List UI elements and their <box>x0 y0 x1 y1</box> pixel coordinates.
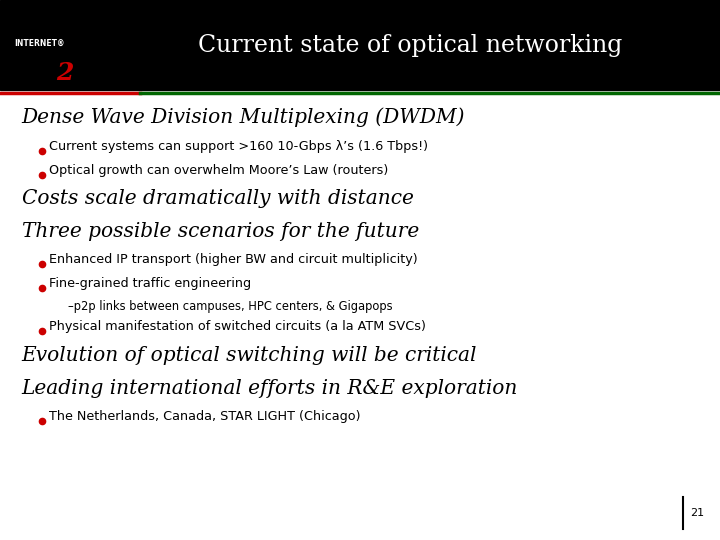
Text: 21: 21 <box>690 508 704 518</box>
Text: Fine-grained traffic engineering: Fine-grained traffic engineering <box>49 276 251 290</box>
Text: Current state of optical networking: Current state of optical networking <box>198 35 623 57</box>
Text: Dense Wave Division Multiplexing (DWDM): Dense Wave Division Multiplexing (DWDM) <box>22 107 465 127</box>
Text: Physical manifestation of switched circuits (a la ATM SVCs): Physical manifestation of switched circu… <box>49 320 426 333</box>
Text: Enhanced IP transport (higher BW and circuit multiplicity): Enhanced IP transport (higher BW and cir… <box>49 253 418 266</box>
Text: Leading international efforts in R&E exploration: Leading international efforts in R&E exp… <box>22 379 518 398</box>
Text: INTERNET®: INTERNET® <box>14 39 65 48</box>
Text: Evolution of optical switching will be critical: Evolution of optical switching will be c… <box>22 346 477 365</box>
Text: Optical growth can overwhelm Moore’s Law (routers): Optical growth can overwhelm Moore’s Law… <box>49 164 388 177</box>
Text: The Netherlands, Canada, STAR LIGHT (Chicago): The Netherlands, Canada, STAR LIGHT (Chi… <box>49 410 361 423</box>
Text: Costs scale dramatically with distance: Costs scale dramatically with distance <box>22 190 413 208</box>
Text: Three possible scenarios for the future: Three possible scenarios for the future <box>22 222 419 241</box>
Text: Current systems can support >160 10-Gbps λ’s (1.6 Tbps!): Current systems can support >160 10-Gbps… <box>49 140 428 153</box>
Text: –p2p links between campuses, HPC centers, & Gigapops: –p2p links between campuses, HPC centers… <box>68 300 393 313</box>
Text: 2: 2 <box>56 61 73 85</box>
